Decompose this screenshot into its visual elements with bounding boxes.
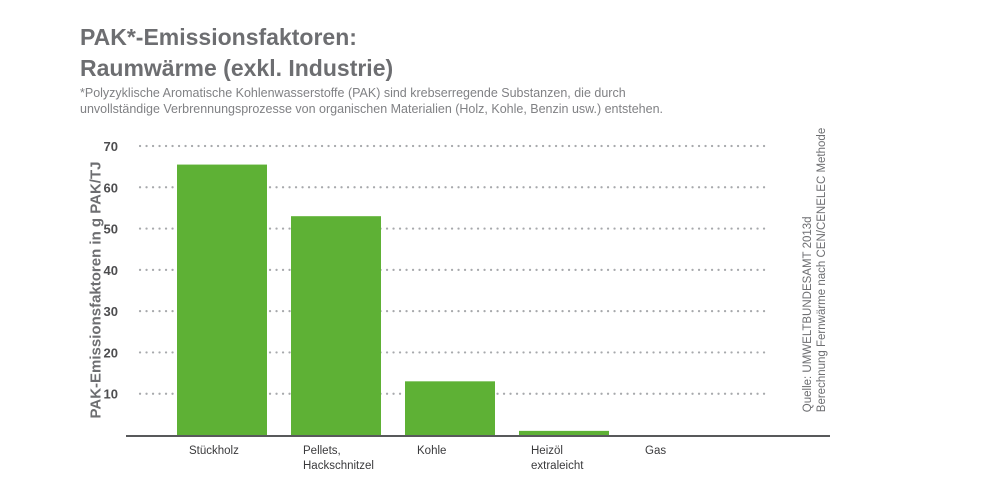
chart-title-line-1: PAK*-Emissionsfaktoren: [80,24,357,50]
x-category-label: Heizöl extraleicht [531,445,584,472]
x-category-label: Pellets, Hackschnitzel [303,445,374,472]
chart-subtitle-line-1: *Polyzyklische Aromatische Kohlenwassers… [80,86,626,100]
x-category-label-line: Kohle [417,445,446,457]
chart-subtitle-line-2: unvollständige Verbrennungsprozesse von … [80,102,663,116]
x-category-label-line: Hackschnitzel [303,460,374,472]
y-tick-label: 30 [104,304,118,319]
y-tick-label: 20 [104,345,118,360]
chart-subtitle: *Polyzyklische Aromatische Kohlenwassers… [80,85,800,117]
y-tick-label: 50 [104,222,118,237]
x-category-label-line: Stückholz [189,445,239,457]
x-category-label: Stückholz [189,445,239,457]
bar [519,430,609,435]
bar [405,381,495,435]
y-tick-label: 60 [104,180,118,195]
x-category-label-line: extraleicht [531,460,584,472]
x-category-label-line: Heizöl [531,445,563,457]
y-tick-label: 10 [104,387,118,402]
y-tick-label: 40 [104,263,118,278]
y-tick-label: 70 [104,139,118,154]
bar [177,164,267,436]
bar [291,216,381,435]
x-category-label: Gas [645,445,666,457]
x-category-label-line: Gas [645,445,666,457]
x-category-label: Kohle [417,445,446,457]
chart-title-line-2: Raumwärme (exkl. Industrie) [80,55,394,81]
x-category-label-line: Pellets, [303,445,341,457]
chart-title: PAK*-Emissionsfaktoren: Raumwärme (exkl.… [80,22,393,84]
